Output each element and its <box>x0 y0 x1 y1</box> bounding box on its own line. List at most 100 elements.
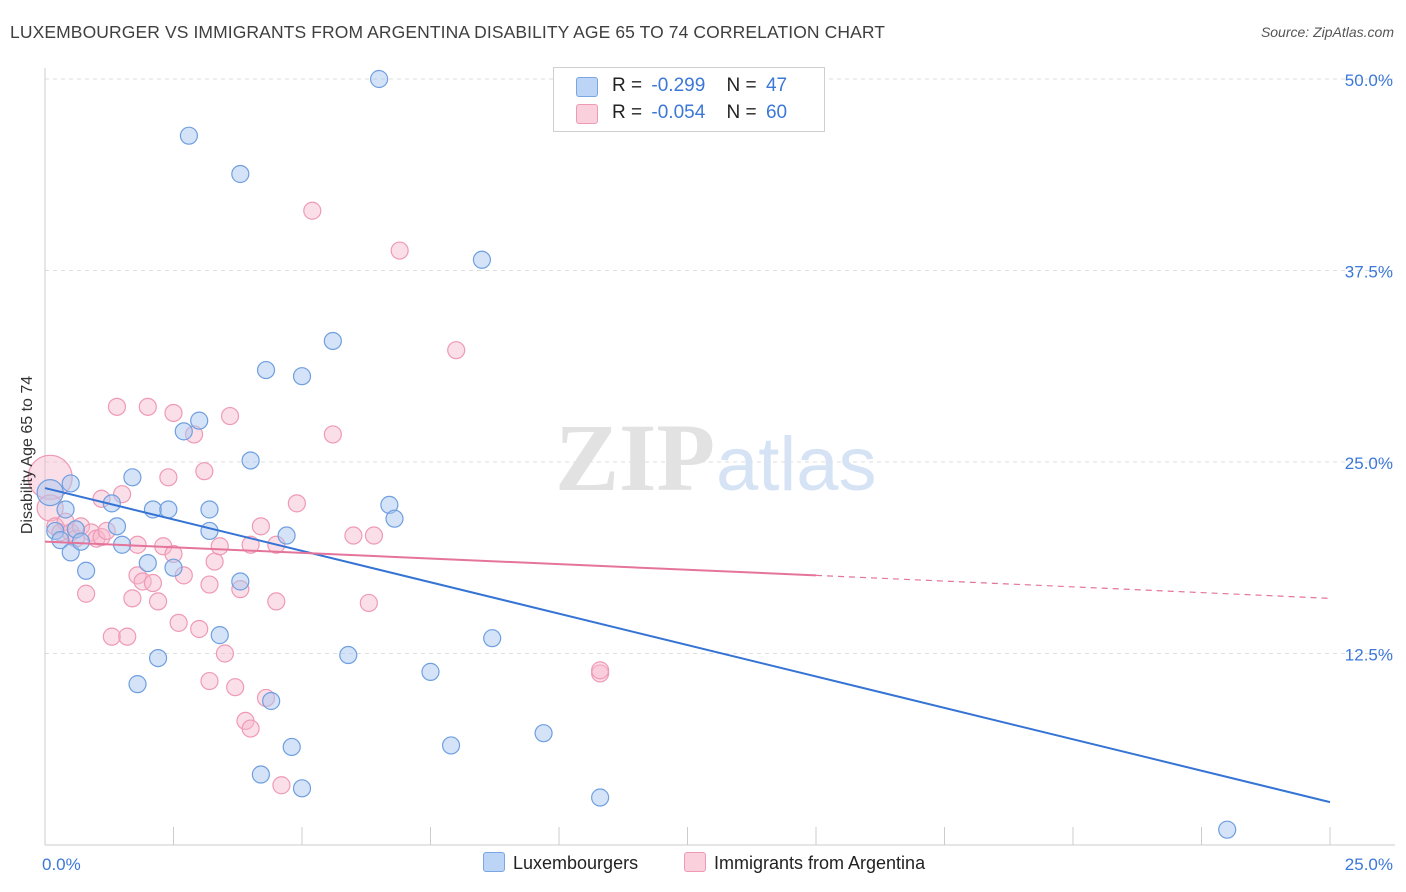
luxembourger-point <box>71 532 91 551</box>
argentina-point <box>169 613 188 632</box>
luxembourger-point <box>323 331 342 351</box>
bottom-legend-luxembourgers: Luxembourgers <box>483 852 638 874</box>
trend-lines <box>44 487 1331 804</box>
argentina-point <box>118 627 137 646</box>
luxembourger-point <box>61 474 80 493</box>
argentina-point <box>323 425 342 444</box>
argentina-trend-line <box>44 540 817 577</box>
bottom-legend-swatch-pink <box>684 852 706 872</box>
luxembourger-point <box>159 500 178 519</box>
luxembourger-point <box>292 779 312 798</box>
luxembourger-point <box>370 69 389 89</box>
y-tick-label: 50.0% <box>1345 71 1393 90</box>
legend-n-value: 60 <box>765 102 788 123</box>
luxembourger-point <box>210 626 229 645</box>
luxembourger-point <box>200 500 219 519</box>
luxembourger-point <box>138 554 157 573</box>
luxembourger-point <box>174 422 193 441</box>
luxembourger-point <box>282 737 301 757</box>
argentina-point <box>205 552 224 571</box>
luxembourger-point <box>277 526 296 545</box>
argentina-point <box>272 776 291 795</box>
luxembourger-point <box>190 411 209 430</box>
luxembourger-point <box>164 558 183 577</box>
argentina-point <box>287 494 306 513</box>
luxembourger-point <box>385 509 404 528</box>
argentina-point <box>210 537 229 556</box>
argentina-point <box>591 661 610 680</box>
luxembourger-point <box>1218 820 1237 839</box>
legend-swatch-blue <box>576 77 598 97</box>
legend-r-value: -0.054 <box>651 102 706 123</box>
bottom-legend-swatch-blue <box>483 852 505 872</box>
bottom-legend-label: Luxembourgers <box>513 853 639 873</box>
argentina-point <box>364 526 384 545</box>
argentina-point <box>241 719 260 738</box>
legend-n-value: 47 <box>765 75 788 96</box>
luxembourger-point <box>591 788 610 807</box>
y-axis-label: Disability Age 65 to 74 <box>19 375 36 535</box>
x-tick-label: 25.0% <box>1345 855 1393 874</box>
argentina-point <box>148 592 168 611</box>
luxembourger-point <box>179 126 199 145</box>
luxembourger-point <box>231 164 250 184</box>
luxembourger-trend-line <box>44 487 1331 804</box>
stats-legend: R = -0.299 N = 47 R = -0.054 N = 60 <box>553 67 825 132</box>
bottom-legend-label: Immigrants from Argentina <box>714 853 926 873</box>
legend-n-label: N = <box>726 75 757 96</box>
argentina-point <box>447 341 466 360</box>
argentina-point <box>241 535 260 554</box>
argentina-point <box>200 671 219 691</box>
argentina-trend-line-dashed <box>815 574 1331 599</box>
x-tick-label: 0.0% <box>42 855 81 874</box>
argentina-point <box>195 462 214 481</box>
bottom-legend-argentina: Immigrants from Argentina <box>684 852 925 874</box>
argentina-point <box>226 678 245 697</box>
source-label: Source: ZipAtlas.com <box>1260 24 1394 40</box>
argentina-point <box>200 575 219 594</box>
luxembourger-point <box>241 451 260 470</box>
luxembourger-point <box>483 629 502 648</box>
argentina-point <box>267 592 286 611</box>
argentina-point <box>107 397 127 416</box>
grid-lines <box>45 78 1395 654</box>
luxembourger-point <box>51 531 70 550</box>
legend-r-label: R = <box>612 102 643 123</box>
luxembourger-point <box>128 675 147 694</box>
watermark: ZIP atlas <box>555 404 877 511</box>
luxembourger-point <box>339 645 358 665</box>
argentina-point <box>220 406 240 426</box>
chart-title: LUXEMBOURGER VS IMMIGRANTS FROM ARGENTIN… <box>10 22 886 42</box>
argentina-point <box>390 241 409 260</box>
argentina-point <box>164 403 183 423</box>
luxembourger-point <box>251 765 270 784</box>
luxembourger-point <box>441 736 461 755</box>
y-tick-label: 37.5% <box>1345 263 1393 282</box>
axes <box>44 68 1395 846</box>
argentina-point <box>359 593 378 613</box>
luxembourger-point <box>107 517 127 536</box>
luxembourger-point <box>77 561 96 580</box>
luxembourger-point <box>231 572 250 591</box>
argentina-point <box>251 517 270 536</box>
argentina-point <box>138 397 157 416</box>
luxembourger-point <box>292 367 312 386</box>
luxembourger-point <box>421 662 440 681</box>
legend-r-value: -0.299 <box>651 75 706 96</box>
tick-labels: 12.5% 25.0% 37.5% 50.0% 0.0% 25.0% <box>42 71 1393 874</box>
luxembourger-point <box>148 648 168 668</box>
argentina-point <box>102 627 121 646</box>
luxembourger-point <box>534 724 553 743</box>
argentina-point <box>344 526 363 545</box>
watermark-atlas: atlas <box>716 422 877 507</box>
luxembourger-point <box>200 521 219 541</box>
luxembourger-point <box>262 691 281 711</box>
luxembourger-point <box>56 500 75 519</box>
legend-swatch-pink <box>576 104 598 124</box>
argentina-points <box>27 201 610 795</box>
argentina-point <box>190 619 209 639</box>
argentina-point <box>123 589 142 608</box>
argentina-point <box>215 644 234 663</box>
argentina-point <box>303 201 322 220</box>
